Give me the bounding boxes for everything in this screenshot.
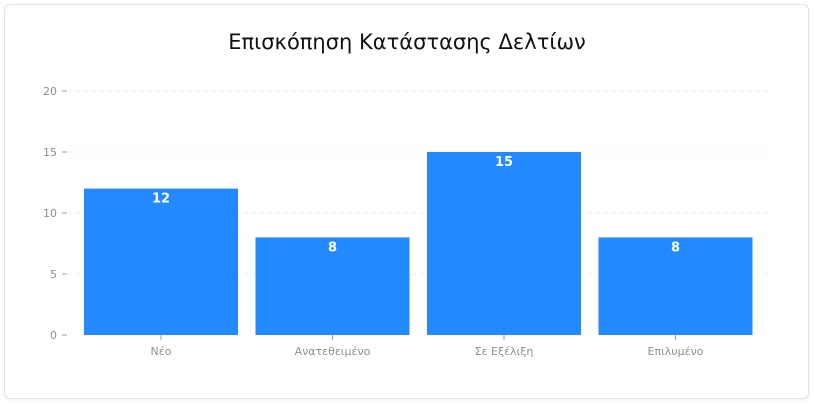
bar [255,237,410,335]
x-tick-label: Ανατεθειμένο [295,345,371,358]
y-tick-label: 5 [50,268,57,281]
y-axis: 0 5 10 15 20 [43,85,67,342]
bar [427,152,581,335]
x-tick-label: Νέο [151,345,172,358]
bar [84,188,238,335]
bar [598,237,753,335]
x-axis: Νέο Ανατεθειμένο Σε Εξέλιξη Επιλυμένο [151,335,704,358]
data-label: 8 [671,240,680,255]
y-tick-label: 10 [43,207,57,220]
y-tick-label: 15 [43,146,57,159]
chart-title: Επισκόπηση Κατάστασης Δελτίων [228,30,586,54]
data-label: 8 [328,240,337,255]
y-tick-label: 0 [50,329,57,342]
y-tick-label: 20 [43,85,57,98]
bars: 12 8 15 8 [84,152,753,335]
data-label: 15 [495,155,513,170]
x-tick-label: Σε Εξέλιξη [475,345,534,358]
x-tick-label: Επιλυμένο [648,345,704,358]
data-label: 12 [152,192,170,207]
